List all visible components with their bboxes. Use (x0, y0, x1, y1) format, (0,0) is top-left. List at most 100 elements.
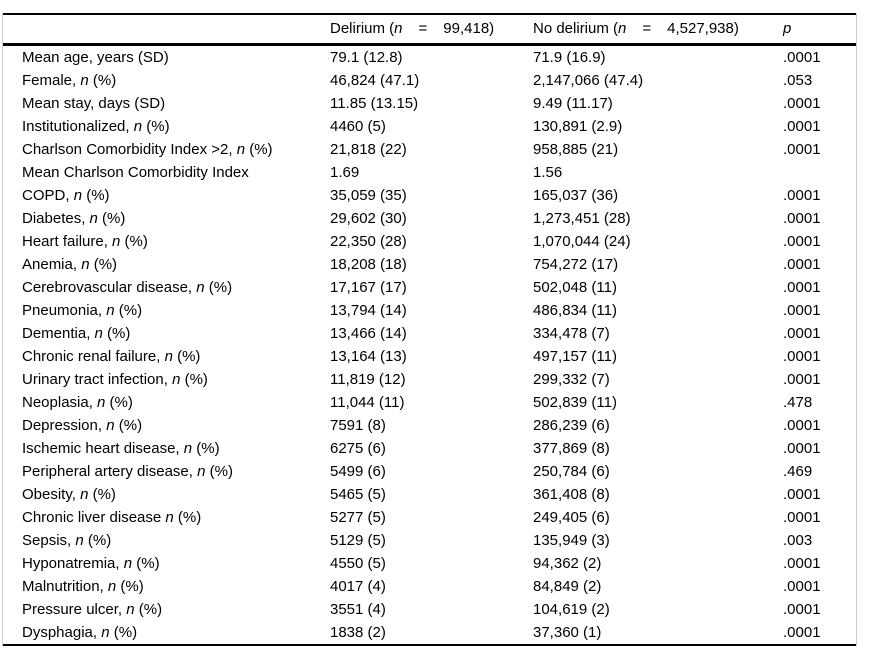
cell-p: .0001 (783, 233, 821, 250)
table-row: Mean age, years (SD) 79.1 (12.8) 71.9 (1… (3, 45, 856, 70)
table-row: Pressure ulcer, n (%) 3551 (4) 104,619 (… (3, 598, 856, 621)
row-label-pre: Pneumonia, (22, 302, 107, 319)
header-no-delirium-prefix: No delirium ( (533, 20, 619, 37)
row-label-n-symbol: n (73, 187, 83, 204)
row-label-pre: Heart failure, (22, 233, 113, 250)
cell-p: .0001 (783, 348, 821, 365)
table-row: Dysphagia, n (%) 1838 (2) 37,360 (1) .00… (3, 621, 856, 646)
row-label-n-symbol: n (81, 256, 90, 273)
row-label-n-symbol: n (106, 417, 115, 434)
row-label-cell: Diabetes, n (%) (3, 207, 330, 230)
n-symbol: n (618, 20, 627, 37)
cell-no-delirium: 486,834 (11) (533, 302, 617, 319)
cell-no-delirium: 94,362 (2) (533, 555, 602, 572)
row-label-pre: Dysphagia, (22, 624, 102, 641)
cell-no-delirium: 71.9 (16.9) (533, 49, 606, 66)
cell-delirium: 5277 (5) (330, 509, 386, 526)
row-label-post: (%) (114, 417, 143, 434)
row-label-post: (%) (205, 463, 233, 480)
row-label-post: (%) (82, 187, 110, 204)
row-label-post: (%) (116, 578, 144, 595)
row-label-post: (%) (132, 555, 160, 572)
table-row: Obesity, n (%) 5465 (5) 361,408 (8) .000… (3, 483, 856, 506)
comparison-table-frame: Delirium (n = 99,418) No delirium (n = 4,527… (2, 13, 857, 646)
row-label-cell: Hyponatremia, n (%) (3, 552, 330, 575)
table-row: Pneumonia, n (%) 13,794 (14) 486,834 (11… (3, 299, 856, 322)
table-row: Dementia, n (%) 13,466 (14) 334,478 (7) … (3, 322, 856, 345)
table-header: Delirium (n = 99,418) No delirium (n = 4,527… (3, 14, 856, 46)
row-label-pre: Mean Charlson Comorbidity Index (22, 164, 249, 181)
cell-p: .003 (783, 532, 813, 549)
row-label-post: (%) (102, 325, 131, 342)
row-label-n-symbol: n (133, 118, 143, 135)
cell-delirium: 4550 (5) (330, 555, 386, 572)
row-label-post: (%) (142, 118, 170, 135)
row-label-post: (%) (192, 440, 220, 457)
row-label-pre: Obesity, (22, 486, 81, 503)
row-label-post: (%) (172, 348, 201, 365)
row-label-cell: Mean Charlson Comorbidity Index (3, 161, 330, 184)
row-label-post: (%) (134, 601, 163, 618)
equals-sign: = (642, 20, 652, 37)
row-label-n-symbol: n (80, 486, 89, 503)
header-delirium-prefix: Delirium ( (330, 20, 395, 37)
header-p-value: p (783, 14, 856, 46)
row-label-n-symbol: n (89, 210, 98, 227)
baseline-characteristics-table: Delirium (n = 99,418) No delirium (n = 4,527… (3, 13, 856, 646)
row-label-n-symbol: n (126, 601, 135, 618)
table-row: Cerebrovascular disease, n (%) 17,167 (1… (3, 276, 856, 299)
table-row: Anemia, n (%) 18,208 (18) 754,272 (17) .… (3, 253, 856, 276)
table-row: Chronic liver disease n (%) 5277 (5) 249… (3, 506, 856, 529)
equals-sign: = (418, 20, 428, 37)
cell-p: .0001 (783, 601, 821, 618)
cell-no-delirium: 165,037 (36) (533, 187, 619, 204)
row-label-cell: Pneumonia, n (%) (3, 299, 330, 322)
cell-delirium: 5465 (5) (330, 486, 386, 503)
cell-delirium: 7591 (8) (330, 417, 386, 434)
row-label-cell: Malnutrition, n (%) (3, 575, 330, 598)
cell-no-delirium: 130,891 (2.9) (533, 118, 623, 135)
row-label-post: (%) (204, 279, 233, 296)
row-label-post: (%) (83, 532, 112, 549)
cell-p: .0001 (783, 486, 821, 503)
cell-p: .0001 (783, 141, 821, 158)
cell-p: .0001 (783, 49, 821, 66)
row-label-cell: Dysphagia, n (%) (3, 621, 330, 646)
row-label-n-symbol: n (75, 532, 84, 549)
row-label-pre: Charlson Comorbidity Index >2, (22, 141, 237, 158)
row-label-cell: Pressure ulcer, n (%) (3, 598, 330, 621)
cell-delirium: 29,602 (30) (330, 210, 407, 227)
row-label-cell: Mean stay, days (SD) (3, 92, 330, 115)
row-label-n-symbol: n (80, 72, 89, 89)
row-label-pre: Urinary tract infection, (22, 371, 173, 388)
cell-p: .0001 (783, 417, 821, 434)
row-label-cell: Female, n (%) (3, 69, 330, 92)
cell-delirium: 11,819 (12) (330, 371, 406, 388)
table-row: Neoplasia, n (%) 11,044 (11) 502,839 (11… (3, 391, 856, 414)
row-label-pre: Institutionalized, (22, 118, 134, 135)
cell-delirium: 5499 (6) (330, 463, 386, 480)
cell-p: .0001 (783, 440, 821, 457)
cell-no-delirium: 502,048 (11) (533, 279, 617, 296)
row-label-n-symbol: n (106, 302, 115, 319)
row-label-cell: Dementia, n (%) (3, 322, 330, 345)
row-label-pre: Dementia, (22, 325, 95, 342)
row-label-cell: Charlson Comorbidity Index >2, n (%) (3, 138, 330, 161)
cell-delirium: 5129 (5) (330, 532, 386, 549)
row-label-post: (%) (97, 210, 126, 227)
cell-delirium: 21,818 (22) (330, 141, 407, 158)
table-row: Sepsis, n (%) 5129 (5) 135,949 (3) .003 (3, 529, 856, 552)
row-label-n-symbol: n (101, 624, 110, 641)
cell-no-delirium: 286,239 (6) (533, 417, 610, 434)
cell-p: .0001 (783, 187, 821, 204)
table-row: Female, n (%) 46,824 (47.1) 2,147,066 (4… (3, 69, 856, 92)
row-label-n-symbol: n (183, 440, 193, 457)
row-label-n-symbol: n (94, 325, 103, 342)
row-label-pre: Female, (22, 72, 81, 89)
table-row: Ischemic heart disease, n (%) 6275 (6) 3… (3, 437, 856, 460)
n-symbol: n (394, 20, 403, 37)
table-row: Depression, n (%) 7591 (8) 286,239 (6) .… (3, 414, 856, 437)
cell-delirium: 11.85 (13.15) (330, 95, 419, 112)
row-label-n-symbol: n (197, 463, 206, 480)
cell-delirium: 1.69 (330, 164, 360, 181)
